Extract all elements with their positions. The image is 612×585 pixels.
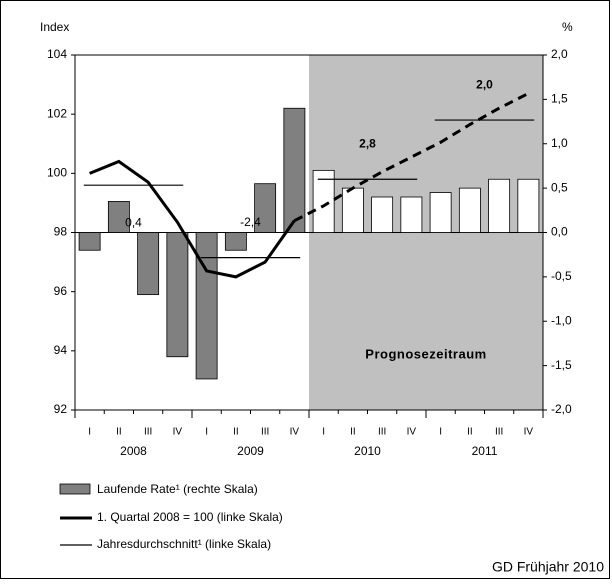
bar [166, 232, 189, 358]
y-tick-label: 104 [47, 47, 67, 61]
x-tick-label: II [116, 427, 122, 438]
bar [488, 178, 511, 233]
year-label: 2009 [237, 444, 264, 458]
year-label: 2008 [120, 444, 147, 458]
bar [107, 201, 130, 233]
y2-tick-label: -0,5 [551, 269, 572, 283]
bar [341, 187, 364, 233]
bar [371, 196, 394, 233]
y-axis-label: Index [40, 20, 69, 34]
bar [137, 232, 160, 296]
x-tick-label: I [439, 427, 442, 438]
y-tick-label: 98 [54, 225, 68, 239]
x-tick-label: IV [407, 427, 417, 438]
x-tick-label: I [88, 427, 91, 438]
y2-axis-label: % [562, 20, 573, 34]
y-tick-label: 92 [54, 402, 68, 416]
y-tick-label: 96 [54, 284, 68, 298]
forecast-label: Prognosezeitraum [365, 346, 486, 361]
bar [224, 232, 247, 251]
x-tick-label: III [495, 427, 503, 438]
y2-tick-label: 1,5 [551, 92, 568, 106]
annotation: -2,4 [240, 215, 261, 229]
index-line [89, 159, 296, 279]
x-tick-label: I [205, 427, 208, 438]
legend-label: Laufende Rate¹ (rechte Skala) [97, 482, 258, 496]
source: GD Frühjahr 2010 [492, 559, 604, 575]
x-tick-label: I [322, 427, 325, 438]
bar [458, 187, 481, 233]
bar [400, 196, 423, 233]
y-tick-label: 100 [47, 166, 67, 180]
x-tick-label: IV [290, 427, 300, 438]
annotation: 2,0 [476, 77, 493, 91]
y2-tick-label: 2,0 [551, 47, 568, 61]
bar [312, 169, 335, 233]
annotation: 2,8 [359, 136, 376, 150]
y-tick-label: 94 [54, 343, 68, 357]
y2-tick-label: 0,5 [551, 180, 568, 194]
annotation: 0,4 [125, 215, 142, 229]
x-tick-label: II [350, 427, 356, 438]
legend-label: 1. Quartal 2008 = 100 (linke Skala) [97, 510, 283, 524]
x-tick-label: II [233, 427, 239, 438]
bar [254, 183, 277, 233]
y-tick-label: 102 [47, 106, 67, 120]
y2-tick-label: -1,0 [551, 313, 572, 327]
x-tick-label: III [261, 427, 269, 438]
bar [283, 107, 306, 233]
bar [517, 178, 540, 233]
x-tick-label: IV [524, 427, 534, 438]
legend-label: Jahresdurchschnitt¹ (linke Skala) [97, 537, 271, 551]
x-tick-label: IV [173, 427, 183, 438]
x-tick-label: III [144, 427, 152, 438]
y2-tick-label: -2,0 [551, 402, 572, 416]
bar [429, 192, 452, 233]
bar [195, 232, 218, 380]
year-label: 2010 [354, 444, 381, 458]
y2-tick-label: -1,5 [551, 358, 572, 372]
y2-tick-label: 1,0 [551, 136, 568, 150]
x-tick-label: III [378, 427, 386, 438]
year-label: 2011 [472, 444, 498, 458]
legend-swatch [59, 483, 91, 495]
bar [78, 232, 101, 251]
x-tick-label: II [467, 427, 473, 438]
y2-tick-label: 0,0 [551, 225, 568, 239]
